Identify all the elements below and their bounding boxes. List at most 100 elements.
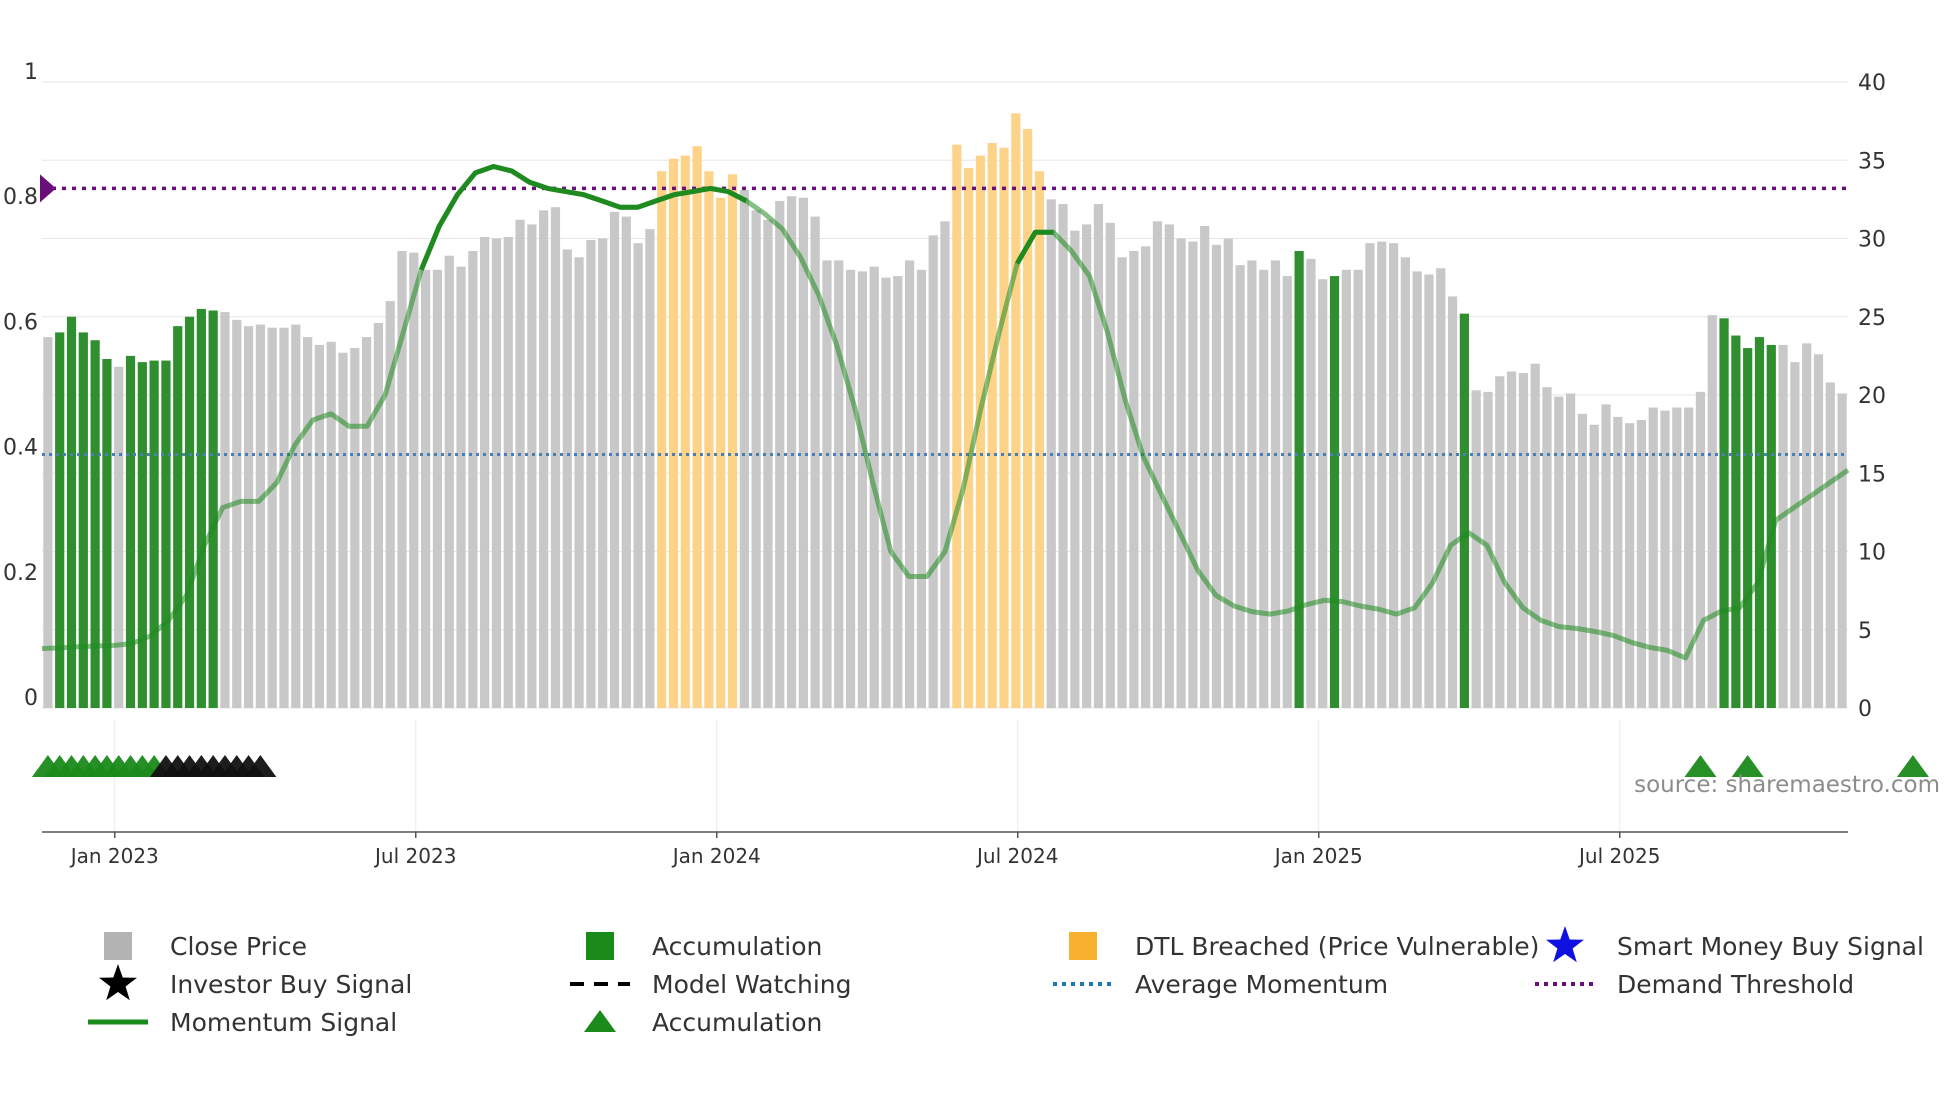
left-tick-label: 0.4	[3, 436, 38, 461]
price-bar	[314, 344, 324, 708]
legend-label: Demand Threshold	[1617, 970, 1854, 999]
price-bar	[574, 257, 584, 708]
price-bars	[43, 113, 1847, 709]
price-bar	[1023, 128, 1033, 708]
price-bar	[149, 360, 159, 708]
price-bar	[1341, 269, 1351, 708]
accumulation-marker	[1896, 755, 1929, 777]
price-bar	[55, 332, 65, 708]
price-bar	[704, 171, 714, 708]
price-bar	[1471, 390, 1481, 708]
source-note: source: sharemaestro.com	[1634, 772, 1940, 798]
price-bar	[1259, 269, 1269, 708]
right-tick-label: 25	[1858, 306, 1886, 331]
right-tick-label: 5	[1858, 619, 1872, 644]
legend-label: Smart Money Buy Signal	[1617, 932, 1924, 961]
price-bar	[102, 359, 112, 708]
price-bar	[1778, 344, 1788, 708]
price-bar	[1034, 171, 1045, 708]
price-bar	[668, 158, 679, 708]
legend-swatch	[104, 932, 132, 960]
price-bar	[798, 197, 808, 708]
price-bar	[680, 155, 690, 708]
legend-triangle-icon	[584, 1010, 616, 1032]
price-bar	[1011, 113, 1021, 709]
price-bar	[1719, 318, 1729, 708]
legend-item: Accumulation	[584, 1008, 822, 1037]
price-bar	[255, 324, 265, 708]
price-bar	[633, 243, 643, 708]
price-bar	[1636, 420, 1647, 708]
price-bar	[1176, 238, 1186, 708]
price-bar	[1082, 224, 1092, 709]
right-tick-label: 35	[1858, 149, 1886, 174]
price-bar	[845, 269, 856, 708]
price-bar	[881, 277, 891, 708]
investor-buy-marker	[244, 755, 277, 777]
price-bar	[822, 260, 832, 708]
price-bar	[834, 260, 844, 708]
price-bar	[999, 147, 1009, 709]
price-bar	[409, 252, 419, 708]
legend-item: Demand Threshold	[1535, 970, 1854, 999]
price-bar	[279, 327, 289, 708]
momentum-signal-highlight	[1015, 229, 1054, 265]
right-tick-label: 40	[1858, 71, 1886, 96]
price-bar	[1825, 382, 1835, 708]
price-bar	[1554, 396, 1564, 708]
price-bar	[952, 144, 962, 709]
x-tick-label: Jul 2024	[975, 844, 1058, 868]
price-bar	[1802, 343, 1812, 708]
price-bar	[645, 229, 655, 709]
price-bar	[1070, 230, 1080, 709]
price-bar	[208, 310, 218, 708]
price-bar	[468, 251, 478, 708]
price-bar	[43, 337, 53, 708]
legend-item: Investor Buy Signal	[99, 964, 412, 1001]
legend-label: Accumulation	[652, 1008, 822, 1037]
accumulation-marker	[1684, 755, 1717, 777]
right-tick-label: 0	[1858, 697, 1872, 722]
price-bar	[432, 269, 443, 708]
price-bar	[1672, 407, 1682, 708]
price-bar	[1506, 371, 1517, 708]
price-bar	[1577, 413, 1588, 708]
price-bar	[196, 308, 206, 708]
legend-label: DTL Breached (Price Vulnerable)	[1135, 932, 1539, 961]
legend-item: DTL Breached (Price Vulnerable)	[1069, 932, 1539, 961]
x-tick-label: Jul 2023	[373, 844, 456, 868]
legend-item: Close Price	[104, 932, 307, 961]
price-bar	[1188, 241, 1198, 708]
price-bar	[114, 366, 124, 708]
price-bar	[1247, 260, 1257, 708]
x-tick-label: Jan 2025	[1273, 844, 1363, 868]
right-tick-label: 10	[1858, 541, 1886, 566]
price-bar	[385, 301, 395, 708]
price-bar	[1707, 315, 1717, 708]
price-bar	[810, 216, 820, 708]
price-bar	[1282, 276, 1292, 708]
legend-label: Close Price	[170, 932, 307, 961]
price-bar	[1400, 257, 1410, 708]
price-bar	[421, 269, 431, 708]
price-bar	[1625, 423, 1635, 708]
price-bar	[232, 319, 242, 708]
legend: Close Price Accumulation DTL Breached (Pri…	[88, 926, 1924, 1037]
legend-star-icon	[99, 964, 137, 1001]
price-bar	[1566, 393, 1576, 708]
price-bar	[1542, 387, 1552, 708]
price-bar	[456, 266, 466, 708]
price-bar	[1613, 416, 1623, 708]
price-bar	[1235, 265, 1245, 708]
price-bar	[751, 210, 761, 708]
price-bar	[173, 326, 183, 708]
price-bar	[692, 146, 702, 709]
price-bar	[1731, 335, 1741, 708]
price-bar	[125, 355, 136, 708]
price-bar	[1093, 204, 1104, 708]
price-bar	[1211, 244, 1222, 708]
left-tick-label: 0	[24, 686, 38, 711]
price-bar	[480, 236, 490, 708]
price-bar	[1329, 276, 1340, 708]
